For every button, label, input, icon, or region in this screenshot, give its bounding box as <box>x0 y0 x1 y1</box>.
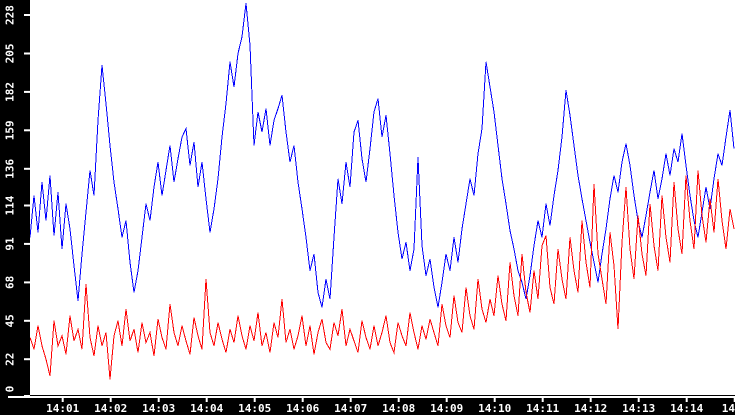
blue-series-line <box>30 3 735 308</box>
x-axis-tick <box>445 398 448 402</box>
x-axis-label: 14:12 <box>574 402 607 415</box>
y-axis-label: 114 <box>4 195 17 215</box>
y-axis-label: 205 <box>4 44 17 64</box>
y-axis-tick <box>24 52 30 55</box>
x-axis-label-partial: 14 <box>722 402 735 415</box>
y-axis-tick <box>24 167 30 170</box>
y-axis-tick <box>24 358 30 361</box>
y-axis-tick <box>24 395 30 397</box>
y-axis-tick <box>24 90 30 93</box>
y-axis-tick <box>24 242 30 245</box>
x-axis-tick <box>109 398 112 402</box>
x-axis-tick <box>733 398 735 402</box>
y-axis-label: 68 <box>4 276 17 289</box>
x-axis-label: 14:01 <box>46 402 79 415</box>
y-axis-label: 0 <box>4 386 17 393</box>
x-axis-label: 14:06 <box>286 402 319 415</box>
x-axis-label: 14:13 <box>622 402 655 415</box>
x-axis-tick <box>349 398 352 402</box>
y-axis-tick <box>24 204 30 207</box>
y-axis-label: 22 <box>4 353 17 366</box>
x-axis-label: 14:02 <box>94 402 127 415</box>
y-axis-label: 45 <box>4 314 17 327</box>
plot-area <box>30 0 735 395</box>
x-axis-label: 14:08 <box>382 402 415 415</box>
x-axis-tick <box>637 398 640 402</box>
x-axis-label: 14:14 <box>670 402 703 415</box>
x-axis-tick <box>541 398 544 402</box>
x-axis-tick <box>61 398 64 402</box>
x-axis-label: 14:05 <box>238 402 271 415</box>
y-axis-label: 159 <box>4 120 17 140</box>
x-axis-label: 14:10 <box>478 402 511 415</box>
x-axis-tick <box>301 398 304 402</box>
x-axis-tick <box>157 398 160 402</box>
y-axis-label: 228 <box>4 5 17 25</box>
x-axis-tick <box>205 398 208 402</box>
x-axis-tick <box>397 398 400 402</box>
y-axis-label: 182 <box>4 82 17 102</box>
y-axis-tick <box>24 14 30 16</box>
red-series-line <box>30 170 735 380</box>
y-axis-tick <box>24 319 30 322</box>
y-axis-label: 136 <box>4 158 17 178</box>
x-axis-tick <box>253 398 256 402</box>
y-axis-label: 91 <box>4 237 17 251</box>
x-axis-label: 14:07 <box>334 402 367 415</box>
x-axis-label: 14:04 <box>190 402 223 415</box>
x-axis-tick <box>685 398 688 402</box>
x-axis-label: 14:09 <box>430 402 463 415</box>
x-axis-line <box>8 396 735 398</box>
x-axis-tick <box>589 398 592 402</box>
x-axis-label: 14:03 <box>142 402 175 415</box>
y-axis-tick <box>24 129 30 132</box>
x-axis-label: 14:11 <box>526 402 559 415</box>
y-axis-tick <box>24 281 30 284</box>
x-axis-tick <box>493 398 496 402</box>
